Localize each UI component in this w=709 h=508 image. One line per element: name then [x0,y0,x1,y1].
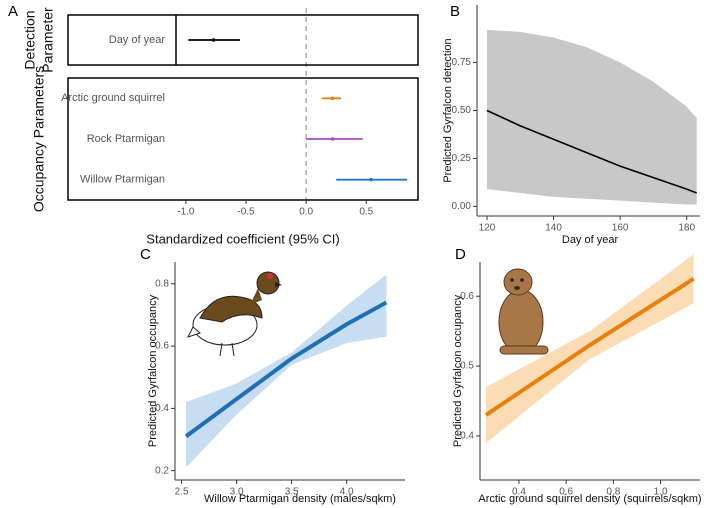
x-tick-label: 0.4 [512,487,526,498]
x-axis-title: Day of year [562,234,619,246]
ptarmigan-icon [187,271,282,357]
panel-label: D [455,246,466,263]
y-tick-label: 0.75 [452,57,472,68]
estimate-point [330,96,335,101]
x-tick-label: 140 [545,223,562,234]
row-label: Day of year [109,34,166,46]
facet-label: Parameter [40,7,56,73]
estimate-point [211,38,216,42]
fit-line [484,277,695,417]
ci-ribbon [485,254,694,443]
x-tick-label: 2.5 [175,487,189,498]
facet-box [67,14,419,66]
y-tick-label: 0.00 [452,201,472,212]
x-tick-label: 3.0 [230,487,244,498]
y-tick-label: 0.5 [460,361,474,372]
y-axis-title: Predicted Gyrfalcon occupancy [452,294,464,447]
x-axis-title: Willow Ptarmigan density (males/sqkm) [204,493,396,505]
y-axis-title: Predicted Gyrfalcon occupancy [147,294,159,447]
y-axis-title: Predicted Gyrfalcon detection [442,38,454,182]
fit-line [184,300,388,439]
y-tick-label: 0.4 [155,403,169,414]
x-tick-label: 0.5 [359,207,373,218]
y-tick-label: 0.6 [460,291,474,302]
panel-label: A [8,3,18,20]
fit-line [486,109,697,194]
x-tick-label: 160 [612,223,629,234]
x-tick-label: 1.0 [654,487,668,498]
x-tick-label: 180 [678,223,695,234]
estimate-point [330,137,335,141]
ci-ribbon [186,274,387,468]
facet-box [67,77,419,201]
x-axis-title: Standardized coefficient (95% CI) [146,231,339,246]
x-tick-label: 120 [479,223,496,234]
x-tick-label: 4.0 [340,487,354,498]
y-tick-label: 0.50 [452,105,472,116]
row-label: Willow Ptarmigan [80,174,165,186]
y-tick-label: 0.4 [460,431,474,442]
row-label: Rock Ptarmigan [87,133,165,145]
x-tick-label: 0.6 [559,487,573,498]
row-label: Arctic ground squirrel [61,92,165,104]
ci-ribbon [486,29,697,205]
x-tick-label: 0.8 [606,487,620,498]
x-tick-label: -0.5 [237,207,255,218]
squirrel-icon [498,268,549,355]
estimate-point [369,177,373,182]
x-axis-title: Arctic ground squirrel density (squirrel… [478,493,701,505]
facet-label: Detection [22,10,38,69]
y-tick-label: 0.2 [155,465,169,476]
x-tick-label: -1.0 [177,207,195,218]
y-tick-label: 0.8 [155,278,169,289]
y-tick-label: 0.6 [155,341,169,352]
x-tick-label: 3.5 [285,487,299,498]
y-tick-label: 0.25 [452,153,472,164]
panel-label: C [140,246,151,263]
x-tick-label: 0.0 [299,207,313,218]
facet-label: Occupancy Parameters [31,66,47,212]
panel-label: B [450,3,460,20]
